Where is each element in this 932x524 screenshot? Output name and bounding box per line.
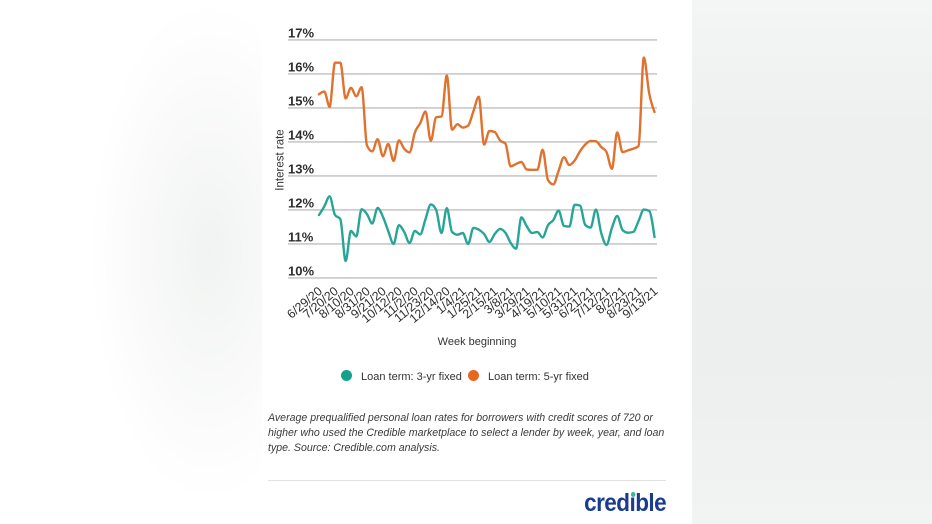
svg-text:11%: 11% [288, 229, 314, 244]
svg-text:17%: 17% [288, 25, 314, 40]
svg-text:12%: 12% [288, 195, 314, 210]
svg-text:Week beginning: Week beginning [438, 336, 517, 348]
svg-text:Interest rate: Interest rate [275, 129, 287, 190]
svg-text:13%: 13% [288, 161, 314, 176]
svg-text:14%: 14% [288, 127, 314, 142]
svg-text:15%: 15% [288, 93, 314, 108]
svg-text:10%: 10% [288, 263, 314, 278]
svg-text:16%: 16% [288, 59, 314, 74]
